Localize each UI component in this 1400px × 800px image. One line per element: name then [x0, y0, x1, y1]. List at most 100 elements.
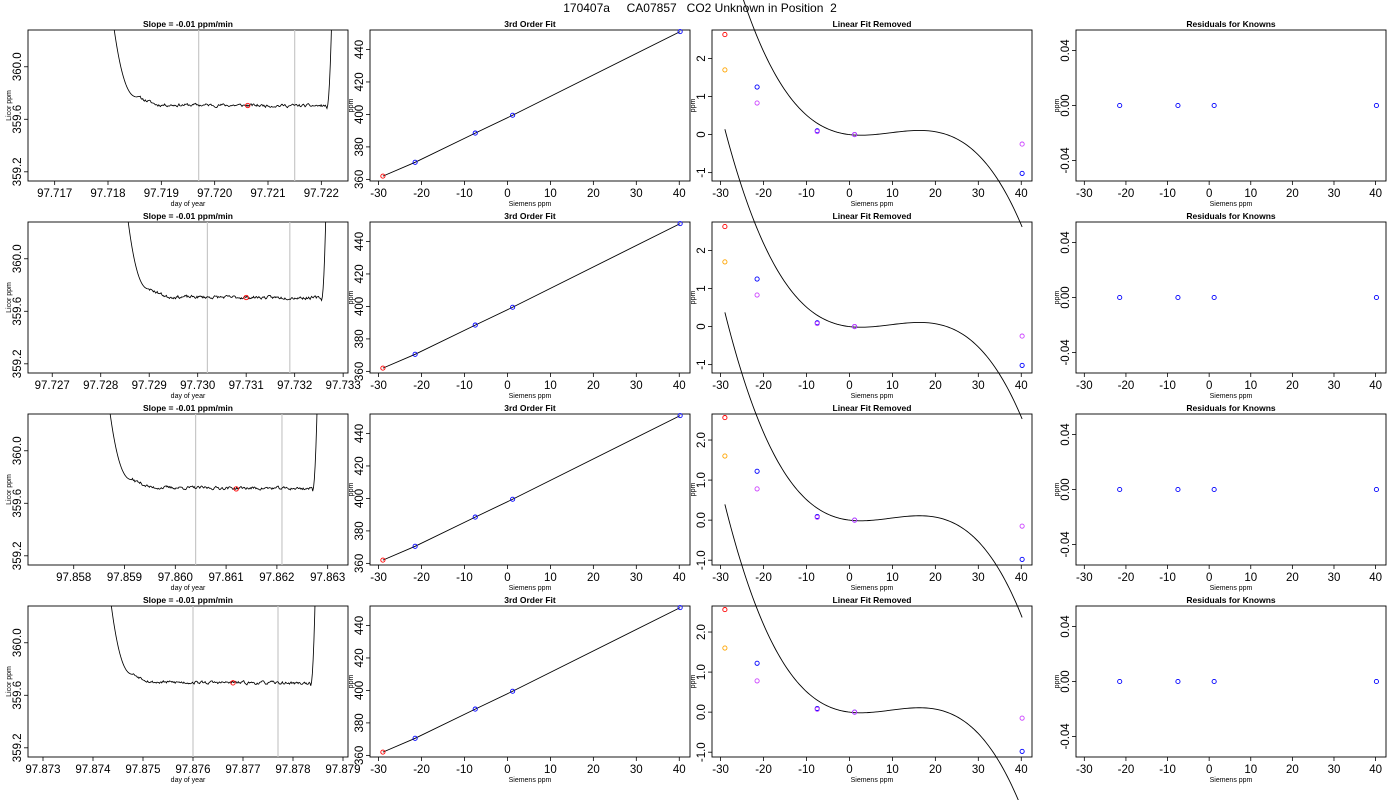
x-tick-label: -30 — [1076, 380, 1093, 392]
y-axis-label: ppm — [1054, 99, 1061, 113]
x-axis-label: Siemens ppm — [1210, 585, 1253, 592]
x-tick-label: 20 — [1286, 380, 1299, 392]
panel-title: Linear Fit Removed — [833, 211, 912, 221]
x-tick-label: 97.732 — [277, 380, 312, 392]
y-tick-label: 400 — [354, 681, 366, 700]
panel-title: Linear Fit Removed — [833, 595, 912, 605]
x-axis-label: day of year — [171, 201, 206, 208]
plot-frame — [27, 413, 349, 566]
x-tick-label: 40 — [1015, 380, 1028, 392]
data-point — [380, 749, 386, 755]
y-tick-label: 0.04 — [1060, 423, 1072, 446]
data-point — [677, 221, 683, 227]
fit-panel-row-4: 3rd Order Fit -30 -20 -10 0 10 20 30 40 360 380 400… — [348, 595, 691, 784]
panel-title: Residuals for Knowns — [1186, 595, 1276, 605]
y-tick-label: 0.0 — [696, 512, 708, 528]
mean-marker — [243, 294, 249, 301]
x-tick-label: -30 — [370, 572, 387, 584]
y-tick-label: 360 — [354, 170, 366, 189]
y-tick-label: 360 — [354, 746, 366, 765]
x-tick-label: 30 — [1328, 572, 1341, 584]
data-point — [814, 706, 820, 712]
x-tick-label: 10 — [544, 764, 557, 776]
x-tick-label: -20 — [1118, 764, 1135, 776]
plot-frame — [27, 605, 349, 758]
y-tick-label: 0.04 — [1060, 231, 1072, 254]
plot-frame — [27, 29, 349, 182]
data-point — [677, 29, 683, 35]
fit-panel-row-3: 3rd Order Fit -30 -20 -10 0 10 20 30 40 360 380 400… — [348, 403, 691, 592]
x-tick-label: -20 — [1118, 380, 1135, 392]
x-tick-label: 0 — [504, 380, 510, 392]
data-point — [510, 496, 516, 502]
x-tick-label: 20 — [1286, 572, 1299, 584]
x-tick-label: 0 — [846, 572, 852, 584]
x-tick-label: -30 — [370, 188, 387, 200]
data-point — [754, 660, 760, 666]
fit-curve — [382, 607, 681, 753]
x-tick-label: 97.879 — [325, 764, 360, 776]
x-axis-label: day of year — [171, 393, 206, 400]
y-tick-label: 0.04 — [1060, 39, 1072, 62]
x-tick-label: 20 — [929, 764, 942, 776]
licor-trace — [113, 30, 332, 110]
x-tick-label: 30 — [1328, 764, 1341, 776]
y-tick-label: 359.6 — [12, 489, 24, 518]
x-tick-label: 30 — [630, 380, 643, 392]
data-point — [754, 292, 760, 298]
x-tick-label: 10 — [886, 188, 899, 200]
licor-trace — [110, 606, 316, 686]
y-tick-label: 359.6 — [12, 297, 24, 326]
data-point — [722, 415, 728, 421]
y-axis-label: ppm — [690, 483, 697, 497]
data-point — [1175, 486, 1181, 493]
x-axis-label: Siemens ppm — [509, 777, 552, 784]
data-point — [510, 688, 516, 694]
data-point — [380, 173, 386, 179]
y-axis-label: Licor ppm — [6, 282, 13, 313]
x-tick-label: 0 — [846, 380, 852, 392]
y-axis-label: ppm — [690, 99, 697, 113]
plot-frame — [711, 221, 1033, 374]
x-axis-label: Siemens ppm — [851, 585, 894, 592]
x-tick-label: 10 — [886, 380, 899, 392]
x-axis-label: Siemens ppm — [1210, 777, 1253, 784]
data-point — [412, 351, 418, 357]
plot-frame — [369, 605, 691, 758]
panel-title: Residuals for Knowns — [1186, 403, 1276, 413]
y-axis-label: Licor ppm — [6, 666, 13, 697]
panel-title: Slope = -0.01 ppm/min — [143, 595, 233, 605]
x-tick-label: -30 — [370, 380, 387, 392]
x-axis-label: Siemens ppm — [851, 201, 894, 208]
y-tick-label: 440 — [354, 40, 366, 59]
data-point — [852, 324, 858, 330]
x-tick-label: 0 — [504, 572, 510, 584]
data-point — [472, 322, 478, 328]
y-tick-label: 2 — [696, 247, 708, 253]
x-tick-label: 97.863 — [310, 572, 345, 584]
slope-panel-row-4: Slope = -0.01 ppm/min 97.873 97.874 97.875 9… — [6, 595, 361, 784]
y-tick-label: 360.0 — [12, 244, 24, 273]
y-tick-label: 360.0 — [12, 52, 24, 81]
x-tick-label: 10 — [544, 188, 557, 200]
x-tick-label: -10 — [456, 572, 473, 584]
x-tick-label: -10 — [456, 764, 473, 776]
y-tick-label: 380 — [354, 713, 366, 732]
x-tick-label: -20 — [755, 572, 772, 584]
x-tick-label: 20 — [587, 764, 600, 776]
residuals-panel-row-2: Residuals for Knowns -30 -20 -10 0 10 20 30 40 -0… — [1054, 211, 1387, 400]
y-tick-label: 420 — [354, 648, 366, 667]
x-tick-label: 10 — [1244, 572, 1257, 584]
y-tick-label: 359.2 — [12, 349, 24, 378]
x-tick-label: 10 — [1244, 380, 1257, 392]
y-tick-label: 420 — [354, 456, 366, 475]
x-tick-label: -10 — [1159, 188, 1176, 200]
y-axis-label: ppm — [348, 99, 355, 113]
y-axis-label: ppm — [690, 675, 697, 689]
data-point — [1373, 678, 1379, 685]
data-point — [722, 453, 728, 459]
x-tick-label: -20 — [755, 764, 772, 776]
x-tick-label: 40 — [1369, 572, 1382, 584]
y-tick-label: 380 — [354, 521, 366, 540]
